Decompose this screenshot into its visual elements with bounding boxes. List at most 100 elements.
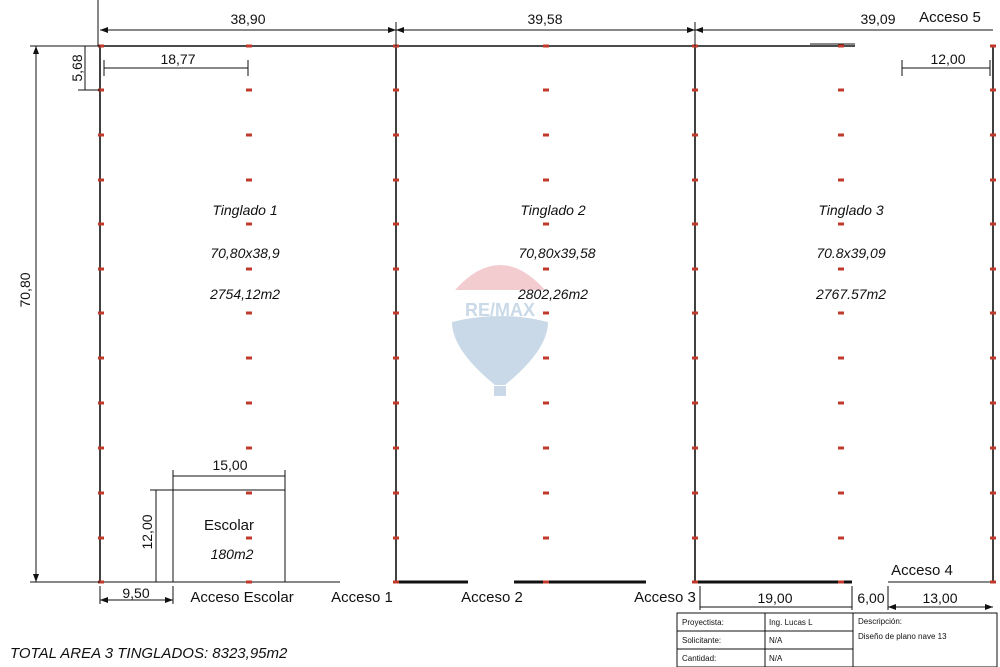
column-marker — [838, 491, 844, 495]
access-2-label: Acceso 2 — [461, 589, 523, 606]
column-marker — [838, 178, 844, 182]
column-marker — [692, 88, 698, 92]
column-marker — [990, 446, 996, 450]
dim-bottom-left: 9,50 — [122, 585, 149, 601]
column-marker — [543, 88, 549, 92]
column-markers — [98, 44, 996, 584]
column-marker — [838, 44, 844, 48]
dim-inner-1: 18,77 — [160, 51, 195, 67]
column-marker — [98, 222, 104, 226]
column-marker — [692, 580, 698, 584]
column-marker — [246, 401, 252, 405]
column-marker — [692, 178, 698, 182]
column-marker — [543, 401, 549, 405]
proyectista-label: Proyectista: — [682, 618, 724, 627]
column-marker — [990, 222, 996, 226]
shed-2-area: 2802,26m2 — [517, 286, 588, 302]
column-marker — [990, 401, 996, 405]
column-marker — [246, 267, 252, 271]
access-1-label: Acceso 1 — [331, 589, 393, 606]
column-marker — [393, 267, 399, 271]
column-marker — [838, 401, 844, 405]
descripcion-value: Diseño de plano nave 13 — [858, 632, 947, 641]
column-marker — [838, 580, 844, 584]
column-marker — [246, 222, 252, 226]
column-marker — [393, 311, 399, 315]
column-marker — [990, 491, 996, 495]
column-marker — [543, 536, 549, 540]
column-marker — [990, 356, 996, 360]
escolar-name: Escolar — [204, 517, 254, 534]
column-marker — [692, 536, 698, 540]
column-marker — [98, 356, 104, 360]
column-marker — [990, 580, 996, 584]
column-marker — [98, 446, 104, 450]
dim-top-1: 38,90 — [230, 11, 265, 27]
dim-escolar-height: 12,00 — [139, 514, 155, 549]
column-marker — [98, 44, 104, 48]
column-marker — [543, 311, 549, 315]
column-marker — [692, 401, 698, 405]
shed-1-dims: 70,80x38,9 — [210, 245, 279, 261]
column-marker — [246, 491, 252, 495]
dim-bottom-gap: 6,00 — [857, 590, 884, 606]
column-marker — [246, 133, 252, 137]
column-marker — [393, 356, 399, 360]
column-marker — [838, 356, 844, 360]
column-marker — [98, 491, 104, 495]
dim-top-3: 39,09 — [860, 11, 895, 27]
column-marker — [692, 491, 698, 495]
descripcion-label: Descripción: — [858, 617, 902, 626]
remax-watermark: RE/MAX — [452, 265, 548, 396]
column-marker — [543, 491, 549, 495]
dim-bottom-mid: 19,00 — [757, 590, 792, 606]
column-marker — [838, 536, 844, 540]
column-marker — [393, 88, 399, 92]
column-marker — [246, 580, 252, 584]
column-marker — [543, 178, 549, 182]
column-marker — [692, 446, 698, 450]
column-marker — [990, 178, 996, 182]
column-marker — [246, 311, 252, 315]
shed-2-dims: 70,80x39,58 — [518, 245, 595, 261]
column-marker — [246, 178, 252, 182]
shed-2-name: Tinglado 2 — [520, 202, 585, 218]
shed-3-area: 2767.57m2 — [815, 286, 886, 302]
solicitante-value: N/A — [769, 636, 783, 645]
escolar-building — [172, 489, 286, 582]
column-marker — [692, 311, 698, 315]
column-marker — [393, 580, 399, 584]
shed-1-area: 2754,12m2 — [209, 286, 280, 302]
column-marker — [393, 222, 399, 226]
column-marker — [990, 88, 996, 92]
dim-height-total: 70,80 — [17, 272, 33, 307]
column-marker — [393, 491, 399, 495]
cantidad-label: Cantidad: — [682, 654, 716, 663]
column-marker — [990, 133, 996, 137]
column-marker — [692, 356, 698, 360]
dim-right-inner: 12,00 — [930, 51, 965, 67]
dim-top-2: 39,58 — [527, 11, 562, 27]
column-marker — [393, 536, 399, 540]
dimension-lines — [30, 0, 993, 610]
column-marker — [98, 178, 104, 182]
access-4-label: Acceso 4 — [891, 562, 953, 579]
column-marker — [543, 133, 549, 137]
column-marker — [246, 356, 252, 360]
proyectista-value: Ing. Lucas L — [769, 618, 813, 627]
column-marker — [692, 133, 698, 137]
cantidad-value: N/A — [769, 654, 783, 663]
column-marker — [393, 446, 399, 450]
column-marker — [838, 311, 844, 315]
shed-3-dims: 70.8x39,09 — [816, 245, 885, 261]
column-marker — [838, 88, 844, 92]
column-marker — [543, 44, 549, 48]
column-marker — [543, 580, 549, 584]
shed-1-name: Tinglado 1 — [212, 202, 277, 218]
column-marker — [246, 446, 252, 450]
column-marker — [98, 267, 104, 271]
column-marker — [246, 44, 252, 48]
access-5-label: Acceso 5 — [919, 9, 981, 26]
column-marker — [98, 401, 104, 405]
